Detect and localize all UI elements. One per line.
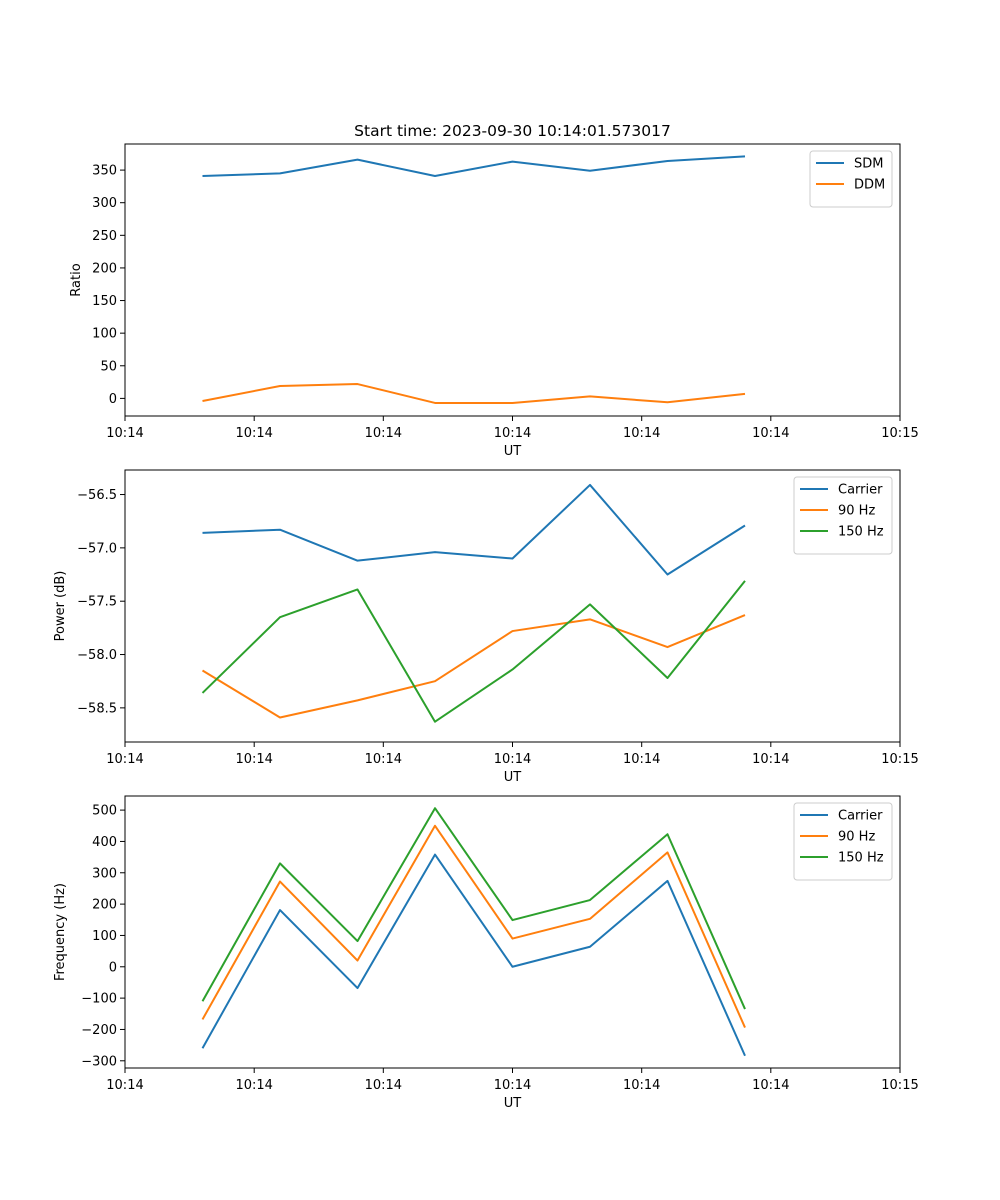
y-tick-label: −57.5 <box>77 595 117 610</box>
series-line-carrier <box>201 853 746 1057</box>
y-tick-label: −57.0 <box>77 541 117 556</box>
series-line-150-hz <box>201 807 746 1010</box>
y-tick-label: 250 <box>92 229 117 244</box>
y-tick-label: −58.5 <box>77 701 117 716</box>
chart-panel-1: Start time: 2023-09-30 10:14:01.573017 10… <box>69 122 919 459</box>
y-tick-label: 300 <box>92 196 117 211</box>
y-tick-label: 200 <box>92 898 117 913</box>
y-tick-label: 150 <box>92 294 117 309</box>
legend-label: Carrier <box>838 809 883 824</box>
legend: Carrier 90 Hz 150 Hz <box>793 802 893 881</box>
y-tick-label: −58.0 <box>77 648 117 663</box>
legend: Carrier 90 Hz 150 Hz <box>793 476 893 555</box>
legend-box <box>793 476 893 555</box>
x-axis-label: UT <box>504 444 522 459</box>
legend-label: DDM <box>854 178 885 193</box>
x-tick-label: 10:14 <box>365 1078 402 1093</box>
y-axis-label: Power (dB) <box>53 571 68 642</box>
legend-label: SDM <box>854 157 883 172</box>
legend: SDM DDM <box>809 150 893 208</box>
series-line-90-hz <box>201 824 746 1028</box>
x-tick-label: 10:14 <box>623 426 660 441</box>
x-tick-label: 10:14 <box>623 1078 660 1093</box>
series-line-90-hz <box>201 614 746 719</box>
legend-box <box>793 802 893 881</box>
x-tick-label: 10:14 <box>494 426 531 441</box>
x-axis-label: UT <box>504 1096 522 1111</box>
y-tick-label: 100 <box>92 327 117 342</box>
y-tick-label: −100 <box>81 992 117 1007</box>
chart-panel-2: 10:14 10:14 10:14 10:14 10:14 10:14 10:15 −56.5… <box>53 469 919 785</box>
legend-label: 150 Hz <box>838 851 884 866</box>
x-tick-label: 10:14 <box>752 1078 789 1093</box>
x-tick-label: 10:14 <box>106 426 143 441</box>
x-tick-label: 10:14 <box>752 752 789 767</box>
y-tick-label: −200 <box>81 1023 117 1038</box>
y-tick-label: −300 <box>81 1054 117 1069</box>
x-tick-label: 10:14 <box>235 752 272 767</box>
y-tick-label: 100 <box>92 929 117 944</box>
legend-label: Carrier <box>838 483 883 498</box>
plot-frame <box>124 469 901 743</box>
y-axis-label: Ratio <box>69 263 84 296</box>
series-line-ddm <box>202 383 746 404</box>
y-tick-label: 350 <box>92 164 117 179</box>
x-tick-label: 10:14 <box>106 752 143 767</box>
legend-box <box>809 150 893 208</box>
series-line-sdm <box>202 155 746 177</box>
x-tick-label: 10:14 <box>623 752 660 767</box>
x-tick-label: 10:15 <box>881 752 918 767</box>
plot-frame <box>124 143 901 417</box>
chart-panel-3: 10:14 10:14 10:14 10:14 10:14 10:14 10:15 −300 −… <box>53 795 919 1111</box>
x-tick-label: 10:14 <box>235 426 272 441</box>
x-axis-label: UT <box>504 770 522 785</box>
legend-label: 90 Hz <box>838 830 875 845</box>
legend-label: 150 Hz <box>838 525 884 540</box>
chart-title: Start time: 2023-09-30 10:14:01.573017 <box>354 122 671 140</box>
legend-label: 90 Hz <box>838 504 875 519</box>
y-axis-label: Frequency (Hz) <box>53 883 68 981</box>
y-tick-label: 200 <box>92 261 117 276</box>
y-tick-label: 0 <box>109 960 117 975</box>
y-tick-label: 400 <box>92 835 117 850</box>
y-tick-label: 500 <box>92 804 117 819</box>
x-tick-label: 10:14 <box>365 752 402 767</box>
y-tick-label: 300 <box>92 866 117 881</box>
x-tick-label: 10:14 <box>365 426 402 441</box>
series-line-150-hz <box>201 580 746 723</box>
series-line-carrier <box>202 483 746 576</box>
y-tick-label: −56.5 <box>77 488 117 503</box>
y-tick-label: 0 <box>109 392 117 407</box>
x-tick-label: 10:14 <box>106 1078 143 1093</box>
x-tick-label: 10:15 <box>881 1078 918 1093</box>
x-tick-label: 10:14 <box>752 426 789 441</box>
x-tick-label: 10:15 <box>881 426 918 441</box>
x-tick-label: 10:14 <box>494 752 531 767</box>
y-tick-label: 50 <box>100 359 117 374</box>
x-tick-label: 10:14 <box>494 1078 531 1093</box>
x-tick-label: 10:14 <box>235 1078 272 1093</box>
